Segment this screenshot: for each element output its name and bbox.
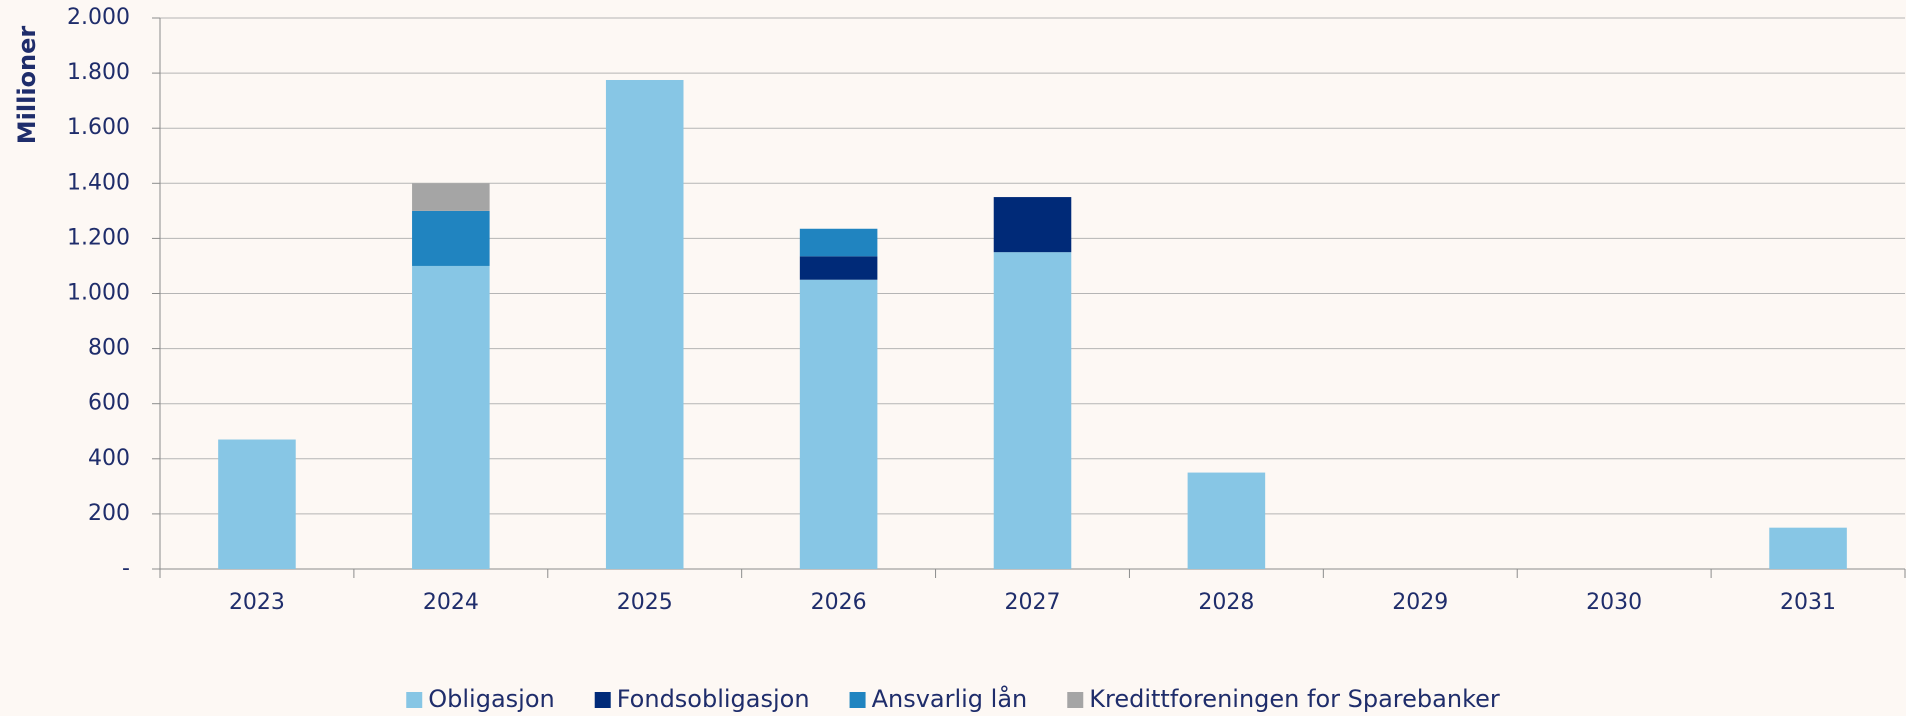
y-tick-label: 200 — [88, 501, 130, 526]
legend-label: Ansvarlig lån — [872, 684, 1028, 713]
y-tick-label: 400 — [88, 446, 130, 471]
y-tick-label: 1.400 — [67, 170, 130, 195]
y-tick-label: 800 — [88, 336, 130, 361]
bar-segment — [412, 183, 490, 211]
x-tick-label: 2030 — [1586, 590, 1642, 615]
x-tick-label: 2025 — [617, 590, 673, 615]
x-tick-label: 2029 — [1392, 590, 1448, 615]
x-tick-label: 2031 — [1780, 590, 1836, 615]
y-tick-label: - — [122, 556, 130, 581]
x-tick-label: 2023 — [229, 590, 285, 615]
bar-segment — [993, 252, 1072, 570]
legend-swatch — [594, 692, 611, 708]
x-tick-label: 2028 — [1198, 590, 1254, 615]
legend-swatch — [1067, 692, 1084, 708]
bar-segment — [993, 197, 1072, 253]
legend-swatch — [849, 692, 866, 708]
y-tick-label: 1.200 — [67, 225, 130, 250]
y-tick-label: 1.800 — [67, 60, 130, 85]
bar-segment — [218, 439, 296, 569]
legend-swatch — [406, 692, 423, 708]
legend-label: Obligasjon — [428, 685, 554, 713]
bar-segment — [605, 79, 684, 570]
legend-label: Fondsobligasjon — [617, 685, 810, 713]
y-tick-label: 600 — [88, 391, 130, 416]
legend-label: Kredittforeningen for Sparebanker — [1089, 685, 1500, 713]
x-tick-label: 2024 — [423, 590, 479, 615]
bar-segment — [799, 256, 878, 280]
x-tick-label: 2026 — [811, 590, 867, 615]
bar-segment — [1769, 527, 1847, 569]
bar-segment — [799, 228, 878, 257]
y-tick-label: 1.600 — [67, 115, 130, 140]
bar-segment — [412, 265, 490, 569]
y-tick-label: 2.000 — [67, 5, 130, 30]
bar-segment — [412, 210, 490, 266]
y-tick-label: 1.000 — [67, 281, 130, 306]
x-tick-label: 2027 — [1005, 590, 1061, 615]
bar-segment — [799, 279, 878, 569]
y-axis-label: Millioner — [13, 26, 41, 145]
bar-segment — [1187, 472, 1266, 569]
